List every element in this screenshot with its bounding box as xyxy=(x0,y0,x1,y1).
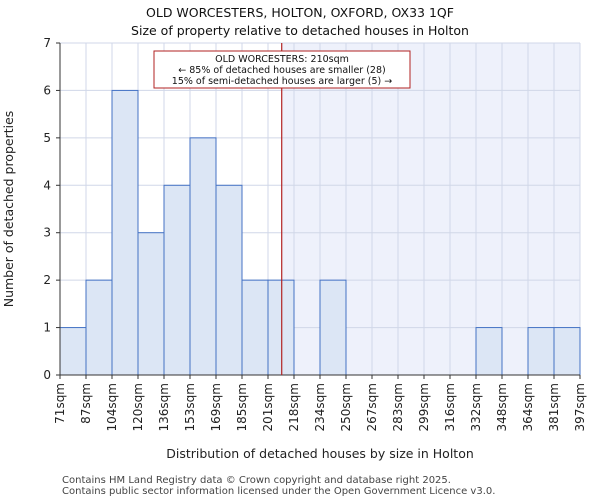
x-tick-label: 120sqm xyxy=(131,383,145,431)
histogram-bar xyxy=(215,184,243,376)
x-tick-label: 316sqm xyxy=(443,383,457,431)
histogram-bar xyxy=(527,327,555,376)
chart-subtitle: Size of property relative to detached ho… xyxy=(131,23,469,38)
x-tick-label: 364sqm xyxy=(521,383,535,431)
y-tick-label: 1 xyxy=(43,321,51,335)
x-tick-label: 348sqm xyxy=(495,383,509,431)
x-tick-label: 169sqm xyxy=(209,383,223,431)
annotation-line: 15% of semi-detached houses are larger (… xyxy=(172,76,392,87)
x-tick-label: 381sqm xyxy=(547,383,561,431)
annotation-line: OLD WORCESTERS: 210sqm xyxy=(215,54,349,65)
annotation-line: ← 85% of detached houses are smaller (28… xyxy=(178,65,385,76)
x-axis-title: Distribution of detached houses by size … xyxy=(166,446,474,461)
y-tick-label: 2 xyxy=(43,273,51,287)
annotation-box xyxy=(153,50,411,89)
x-tick-label: 397sqm xyxy=(573,383,587,431)
y-tick-label: 4 xyxy=(43,178,51,192)
x-tick-label: 104sqm xyxy=(105,383,119,431)
footer-licence: Contains public sector information licen… xyxy=(62,486,496,497)
x-tick-label: 136sqm xyxy=(157,383,171,431)
histogram-bar xyxy=(319,279,347,376)
histogram-bar xyxy=(163,184,191,376)
x-tick-label: 218sqm xyxy=(287,383,301,431)
histogram-bar xyxy=(111,89,139,376)
x-tick-label: 87sqm xyxy=(79,383,93,424)
y-tick-label: 0 xyxy=(43,368,51,382)
histogram-bar xyxy=(553,327,581,376)
y-tick-label: 6 xyxy=(43,83,51,97)
x-tick-label: 283sqm xyxy=(391,383,405,431)
x-tick-label: 267sqm xyxy=(365,383,379,431)
x-tick-label: 201sqm xyxy=(261,383,275,431)
x-tick-label: 234sqm xyxy=(313,383,327,431)
histogram-bar xyxy=(85,279,113,376)
y-axis-title: Number of detached properties xyxy=(1,111,16,308)
x-tick-label: 153sqm xyxy=(183,383,197,431)
y-tick-label: 7 xyxy=(43,36,51,50)
histogram-bar xyxy=(241,279,269,376)
histogram-bar xyxy=(137,232,165,376)
x-tick-label: 332sqm xyxy=(469,383,483,431)
histogram-bar xyxy=(59,327,87,376)
x-tick-label: 71sqm xyxy=(53,383,67,424)
x-tick-label: 250sqm xyxy=(339,383,353,431)
histogram-bar xyxy=(189,137,217,376)
x-tick-label: 185sqm xyxy=(235,383,249,431)
chart-title: OLD WORCESTERS, HOLTON, OXFORD, OX33 1QF xyxy=(146,5,454,20)
x-tick-label: 299sqm xyxy=(417,383,431,431)
histogram-bar xyxy=(267,279,295,376)
histogram-bar xyxy=(475,327,503,376)
y-tick-label: 3 xyxy=(43,226,51,240)
y-tick-label: 5 xyxy=(43,131,51,145)
footer-copyright: Contains HM Land Registry data © Crown c… xyxy=(62,475,451,486)
